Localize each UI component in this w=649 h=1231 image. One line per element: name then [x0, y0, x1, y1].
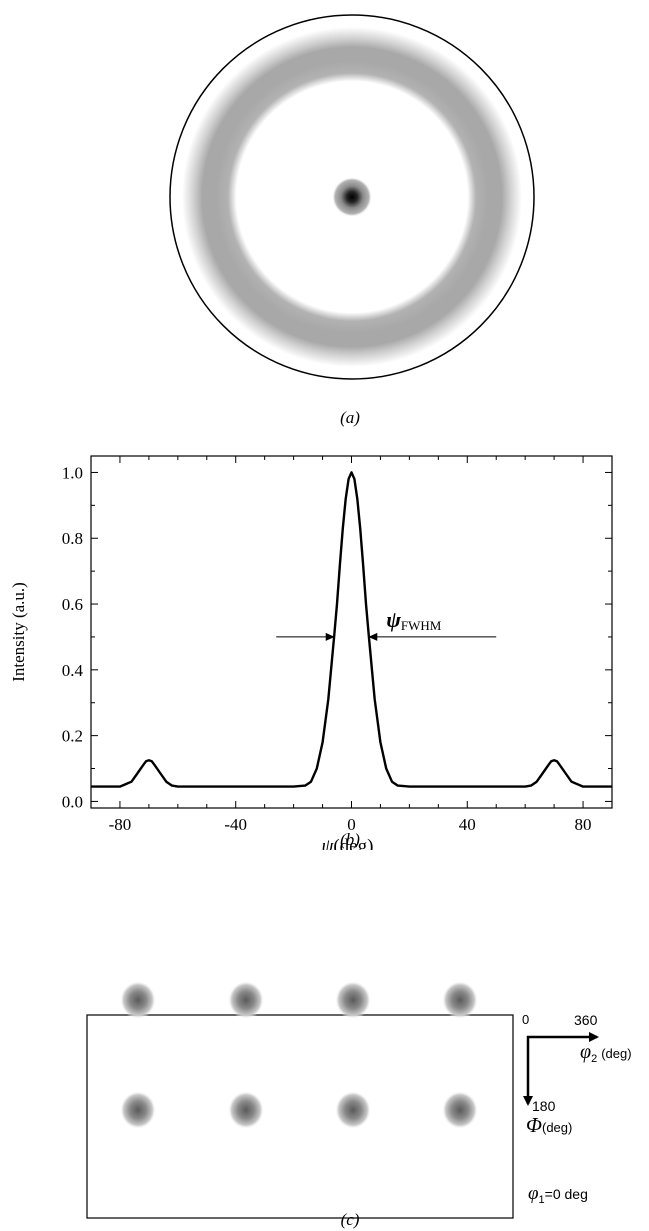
Phi-max-label: 180	[532, 1098, 556, 1114]
odf-frame	[86, 1014, 514, 1219]
phi1-symbol: φ	[528, 1183, 539, 1204]
x-tick-label: 40	[459, 815, 476, 834]
caption-c: (c)	[340, 1210, 360, 1229]
x-tick-label: 80	[575, 815, 592, 834]
Phi-axis-label: Φ(deg)	[526, 1113, 572, 1138]
axis-origin-label: 0	[522, 1012, 530, 1027]
odf-peak	[120, 981, 156, 1019]
x-axis-symbol: ψ	[322, 836, 335, 850]
fwhm-symbol: ψ	[386, 607, 401, 632]
pole-figure	[169, 14, 535, 380]
y-tick-label: 0.4	[62, 661, 84, 680]
Phi-unit: (deg)	[542, 1120, 573, 1135]
odf-peak	[120, 1091, 156, 1129]
odf-peak	[335, 981, 371, 1019]
odf-peak	[228, 981, 264, 1019]
caption-b: (b)	[340, 830, 360, 849]
y-axis-label: Intensity (a.u.)	[9, 582, 28, 682]
odf-peak	[228, 1091, 264, 1129]
phi2-unit: (deg)	[601, 1046, 632, 1061]
y-tick-label: 0.2	[62, 727, 83, 746]
intensity-curve	[91, 471, 612, 788]
fwhm-left-arrowhead	[325, 632, 335, 641]
y-tick-label: 1.0	[62, 463, 83, 482]
fwhm-label: ψFWHM	[386, 607, 442, 633]
y-tick-label: 0.8	[62, 529, 83, 548]
intensity-chart: -80 -40 0 40 800.00.20.40.60.81.0ψFWHMψ(deg)…	[9, 455, 613, 850]
Phi-symbol: Φ	[526, 1113, 542, 1137]
odf-peaks	[120, 981, 478, 1129]
phi1-value: =0 deg	[544, 1186, 588, 1202]
y-tick-label: 0.0	[62, 792, 83, 811]
phi2-symbol: φ	[580, 1041, 592, 1063]
x-axis-label: ψ(deg)	[322, 836, 374, 850]
fwhm-right-arrowhead	[368, 632, 378, 641]
y-tick-label: 0.6	[62, 595, 83, 614]
x-tick-label: 0	[347, 815, 356, 834]
plot-frame	[90, 455, 613, 809]
fwhm-subscript: FWHM	[401, 618, 442, 633]
odf-peak	[442, 1091, 478, 1129]
phi2-axis-label: φ2 (deg)	[580, 1041, 632, 1065]
odf-section	[86, 981, 599, 1219]
caption-a: (a)	[340, 408, 360, 427]
x-axis-unit: (deg)	[333, 836, 373, 850]
odf-peak	[442, 981, 478, 1019]
x-tick-label: -80	[109, 815, 132, 834]
phi1-subscript: 1	[538, 1194, 545, 1207]
pole-figure-center-spot	[332, 177, 372, 217]
phi1-section-label: φ1=0 deg	[528, 1183, 588, 1206]
phi2-max-label: 360	[574, 1012, 598, 1028]
x-tick-label: -40	[224, 815, 247, 834]
phi2-subscript: 2	[591, 1053, 598, 1066]
odf-peak	[335, 1091, 371, 1129]
pole-figure-boundary	[169, 14, 535, 380]
